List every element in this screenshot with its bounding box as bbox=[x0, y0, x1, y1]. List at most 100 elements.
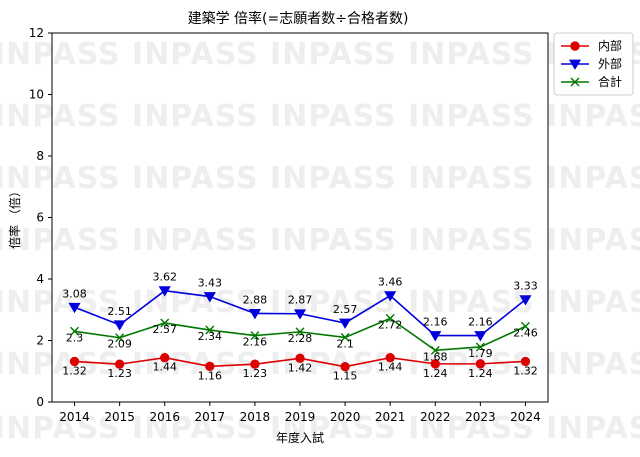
data-labels: 1.32 1.23 1.44 1.16 1.23 1.42 1.15 1.44 1.24 1.24… bbox=[62, 271, 537, 383]
x-tick-label: 2024 bbox=[510, 410, 541, 424]
x-tick-label: 2018 bbox=[240, 410, 271, 424]
data-label: 3.08 bbox=[62, 287, 87, 300]
data-point-circle bbox=[160, 353, 170, 363]
data-point-circle bbox=[340, 361, 350, 372]
data-point-triangle bbox=[113, 320, 126, 331]
data-label: 2.57 bbox=[152, 323, 177, 336]
watermark-text: INPASS INPASS INPASS INPASS INPASS INPAS… bbox=[0, 223, 640, 258]
data-label: 2.87 bbox=[288, 294, 313, 307]
data-point-x bbox=[115, 333, 125, 343]
x-tick-label: 2021 bbox=[375, 410, 406, 424]
y-tick-label: 0 bbox=[36, 395, 44, 409]
data-point-triangle bbox=[293, 309, 307, 320]
data-point-x bbox=[340, 332, 350, 342]
data-label: 2.51 bbox=[107, 305, 132, 318]
axes: 0 2 4 6 8 10 12 2014 2015 2016 2017 2018 2019 2020 202… bbox=[29, 26, 549, 424]
data-label: 2.3 bbox=[66, 331, 84, 344]
y-tick-label: 4 bbox=[36, 272, 44, 286]
series-2 bbox=[70, 313, 530, 355]
data-label: 1.23 bbox=[243, 367, 268, 380]
y-tick-label: 6 bbox=[36, 211, 44, 225]
data-point-x bbox=[475, 342, 485, 352]
data-point-triangle bbox=[339, 318, 352, 329]
data-point-x bbox=[430, 345, 440, 355]
y-tick-label: 2 bbox=[36, 334, 44, 348]
series-1 bbox=[68, 286, 532, 342]
data-point-circle bbox=[295, 353, 305, 364]
data-label: 2.16 bbox=[468, 316, 493, 329]
data-label: 2.57 bbox=[333, 303, 358, 316]
x-tick-label: 2015 bbox=[104, 410, 135, 424]
data-point-x bbox=[295, 327, 305, 337]
x-tick-label: 2023 bbox=[465, 410, 496, 424]
data-label: 2.46 bbox=[513, 326, 538, 339]
data-point-triangle bbox=[158, 286, 171, 297]
data-label: 1.68 bbox=[423, 350, 448, 363]
data-point-circle bbox=[570, 41, 580, 51]
data-label: 2.16 bbox=[423, 316, 448, 329]
x-tick-label: 2022 bbox=[420, 410, 451, 424]
data-point-x bbox=[70, 326, 80, 336]
x-tick-label: 2020 bbox=[330, 410, 361, 424]
data-label: 1.44 bbox=[152, 361, 177, 374]
data-label: 1.15 bbox=[333, 370, 358, 383]
data-label: 3.62 bbox=[152, 271, 177, 284]
data-label: 2.16 bbox=[243, 336, 268, 349]
data-label: 1.44 bbox=[378, 361, 403, 374]
data-point-circle bbox=[475, 359, 486, 369]
legend-label: 外部 bbox=[598, 56, 622, 71]
data-label: 1.32 bbox=[513, 364, 538, 377]
data-label: 3.46 bbox=[378, 276, 403, 289]
y-axis-label: 倍率 （倍） bbox=[7, 185, 22, 249]
data-point-triangle bbox=[203, 292, 216, 303]
y-tick-label: 10 bbox=[29, 88, 44, 102]
watermark-text: INPASS INPASS INPASS INPASS INPASS INPAS… bbox=[0, 37, 640, 72]
data-point-x bbox=[205, 325, 215, 335]
data-point-triangle bbox=[429, 331, 442, 342]
data-label: 1.24 bbox=[468, 367, 493, 380]
data-point-x bbox=[385, 313, 395, 323]
series-layer bbox=[68, 286, 532, 372]
data-label: 1.79 bbox=[468, 347, 493, 360]
data-label: 2.28 bbox=[288, 332, 313, 345]
data-point-triangle bbox=[474, 331, 487, 342]
legend-label: 合計 bbox=[598, 74, 622, 89]
data-point-triangle bbox=[68, 302, 81, 314]
data-label: 1.24 bbox=[423, 367, 448, 380]
data-point-circle bbox=[385, 353, 395, 363]
data-label: 1.16 bbox=[198, 369, 223, 382]
data-label: 2.1 bbox=[336, 337, 354, 350]
data-label: 3.43 bbox=[198, 277, 223, 290]
data-label: 1.32 bbox=[62, 364, 87, 377]
chart-title: 建築学 倍率(=志願者数÷合格者数) bbox=[188, 10, 409, 27]
watermark-text: INPASS INPASS INPASS INPASS INPASS INPAS… bbox=[0, 411, 640, 446]
data-label: 2.72 bbox=[378, 318, 403, 331]
data-point-circle bbox=[430, 359, 440, 369]
x-tick-label: 2017 bbox=[195, 410, 226, 424]
data-label: 3.33 bbox=[513, 280, 538, 293]
watermark-text: INPASS INPASS INPASS INPASS INPASS INPAS… bbox=[0, 161, 640, 196]
data-point-x bbox=[250, 331, 260, 341]
data-label: 1.23 bbox=[107, 367, 132, 380]
x-tick-label: 2016 bbox=[149, 410, 180, 424]
x-tick-label: 2019 bbox=[285, 410, 316, 424]
watermark-text: INPASS INPASS INPASS INPASS INPASS INPAS… bbox=[0, 285, 640, 320]
data-point-circle bbox=[114, 359, 125, 369]
legend-label: 内部 bbox=[598, 38, 622, 53]
data-point-x bbox=[520, 321, 530, 331]
data-point-triangle bbox=[384, 291, 397, 302]
data-label: 1.42 bbox=[288, 361, 313, 374]
data-label: 2.88 bbox=[243, 293, 268, 306]
y-tick-label: 8 bbox=[36, 149, 44, 163]
data-point-x bbox=[160, 318, 170, 328]
data-label: 2.09 bbox=[107, 338, 132, 351]
watermark-text: INPASS INPASS INPASS INPASS INPASS INPAS… bbox=[0, 347, 640, 382]
watermark-text: INPASS INPASS INPASS INPASS INPASS INPAS… bbox=[0, 99, 640, 134]
data-label: 2.34 bbox=[198, 330, 223, 343]
data-point-circle bbox=[69, 356, 80, 367]
data-point-x bbox=[570, 77, 580, 87]
data-point-circle bbox=[520, 356, 531, 367]
